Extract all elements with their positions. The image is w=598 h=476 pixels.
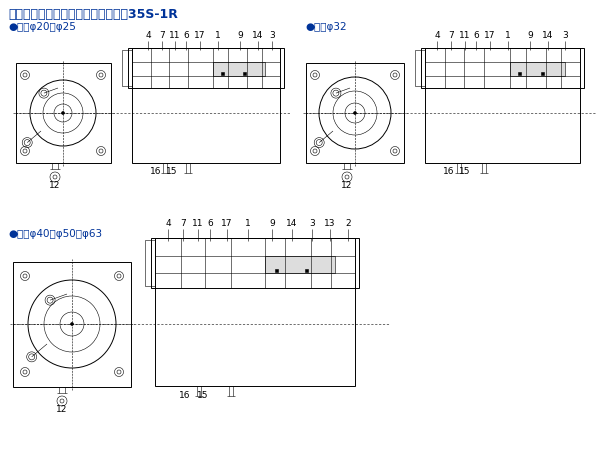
Text: 12: 12 — [49, 180, 60, 189]
Text: 11: 11 — [459, 31, 471, 40]
Text: 1: 1 — [245, 219, 251, 228]
Text: 16: 16 — [150, 168, 161, 177]
Text: 9: 9 — [269, 219, 275, 228]
Text: 6: 6 — [183, 31, 189, 40]
Text: 15: 15 — [166, 168, 178, 177]
Text: 7: 7 — [448, 31, 454, 40]
Bar — [275, 269, 278, 272]
Bar — [155, 238, 355, 386]
Bar — [145, 240, 155, 286]
Bar — [243, 72, 246, 75]
Bar — [221, 72, 224, 75]
Circle shape — [62, 111, 65, 115]
Text: 17: 17 — [194, 31, 206, 40]
Text: 6: 6 — [473, 31, 479, 40]
Bar — [16, 63, 111, 163]
Text: 13: 13 — [324, 219, 335, 228]
Bar — [213, 62, 265, 76]
Circle shape — [71, 323, 74, 326]
Text: 9: 9 — [237, 31, 243, 40]
Text: 3: 3 — [269, 31, 275, 40]
Text: ●内径φ40・φ50・φ63: ●内径φ40・φ50・φ63 — [8, 229, 102, 239]
Text: 7: 7 — [180, 219, 186, 228]
Text: 1: 1 — [215, 31, 221, 40]
Bar — [421, 48, 584, 88]
Bar — [132, 48, 280, 163]
Text: 4: 4 — [434, 31, 440, 40]
Text: 17: 17 — [221, 219, 233, 228]
Text: 4: 4 — [145, 31, 151, 40]
Circle shape — [353, 111, 356, 115]
Text: 16: 16 — [179, 391, 191, 400]
Bar — [265, 256, 335, 273]
Bar — [518, 72, 521, 75]
Text: 1: 1 — [505, 31, 511, 40]
Bar — [151, 238, 359, 288]
Text: 16: 16 — [443, 168, 454, 177]
Text: 12: 12 — [341, 180, 353, 189]
Text: 3: 3 — [562, 31, 568, 40]
Text: 複動形片ロッド／スイッチセット／35S-1R: 複動形片ロッド／スイッチセット／35S-1R — [8, 8, 178, 21]
Text: 2: 2 — [345, 219, 351, 228]
Text: 14: 14 — [252, 31, 264, 40]
Text: 12: 12 — [56, 405, 68, 414]
Text: 4: 4 — [165, 219, 171, 228]
Bar — [510, 62, 565, 76]
Text: 17: 17 — [484, 31, 496, 40]
Bar — [415, 50, 425, 86]
Text: 15: 15 — [459, 168, 471, 177]
Bar — [425, 48, 580, 163]
Text: 3: 3 — [309, 219, 315, 228]
Text: ●内径φ20・φ25: ●内径φ20・φ25 — [8, 22, 76, 32]
Text: 11: 11 — [192, 219, 204, 228]
Text: 7: 7 — [159, 31, 165, 40]
Text: 9: 9 — [527, 31, 533, 40]
Bar — [305, 269, 308, 272]
Text: 14: 14 — [286, 219, 298, 228]
Bar — [128, 48, 284, 88]
Text: 6: 6 — [207, 219, 213, 228]
Text: 11: 11 — [169, 31, 181, 40]
Bar — [13, 261, 131, 387]
Bar — [122, 50, 132, 86]
Text: 14: 14 — [542, 31, 554, 40]
Bar — [541, 72, 544, 75]
Text: 15: 15 — [197, 391, 209, 400]
Text: ●内径φ32: ●内径φ32 — [305, 22, 347, 32]
Bar — [306, 63, 404, 163]
